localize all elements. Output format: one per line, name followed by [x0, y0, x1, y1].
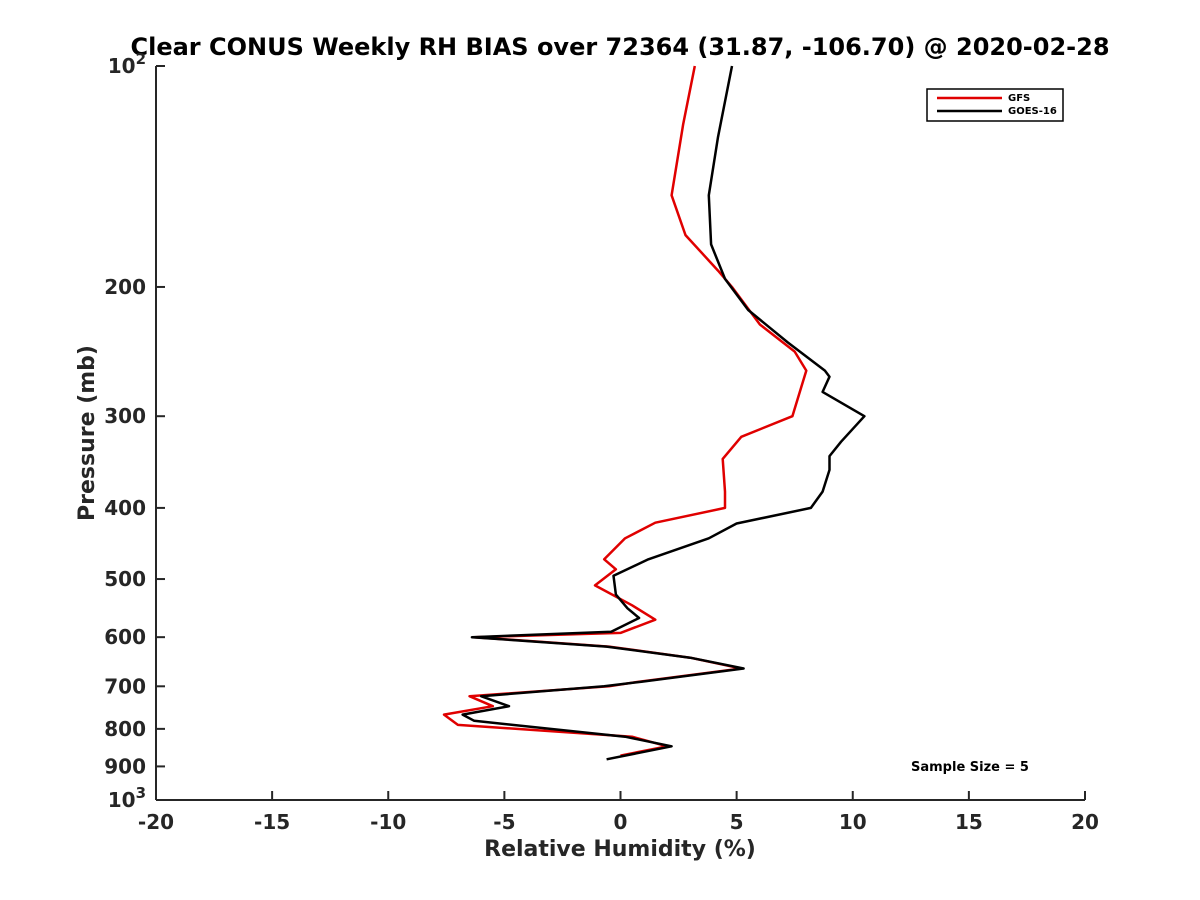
y-axis-label: Pressure (mb): [75, 345, 100, 521]
legend: GFS GOES-16: [926, 88, 1064, 122]
legend-box: [926, 88, 1064, 122]
y-tick-label: 103: [108, 784, 146, 812]
x-tick-label: 5: [730, 810, 744, 834]
x-tick-label: -5: [493, 810, 515, 834]
x-tick-label: -20: [138, 810, 174, 834]
legend-label-gfs: GFS: [1008, 93, 1030, 104]
y-tick-label: 900: [104, 754, 146, 778]
y-tick-label: 102: [108, 50, 146, 78]
x-tick-label: 0: [614, 810, 628, 834]
y-tick-label: 400: [104, 496, 146, 520]
x-tick-label: 10: [839, 810, 867, 834]
y-tick-label: 600: [104, 625, 146, 649]
series-layer: [442, 65, 866, 761]
y-tick-label: 500: [104, 567, 146, 591]
x-tick-label: 20: [1071, 810, 1099, 834]
y-tick-label: 200: [104, 275, 146, 299]
y-tick-label: 800: [104, 717, 146, 741]
legend-label-goes16: GOES-16: [1008, 106, 1057, 117]
y-tick-label: 700: [104, 674, 146, 698]
series-line-goes16: [461, 65, 866, 761]
x-ticks: -20 -15 -10 -5 0 5 10 15 20: [138, 791, 1099, 834]
sample-size-annotation: Sample Size = 5: [911, 760, 1029, 775]
y-tick-label: 300: [104, 404, 146, 428]
chart-title: Clear CONUS Weekly RH BIAS over 72364 (3…: [130, 33, 1109, 61]
x-tick-label: 15: [955, 810, 983, 834]
x-tick-label: -15: [254, 810, 290, 834]
y-ticks: 102 200 300 400 500 600 700 800 900 103: [104, 50, 165, 812]
x-axis-label: Relative Humidity (%): [484, 837, 756, 862]
x-tick-label: -10: [370, 810, 406, 834]
